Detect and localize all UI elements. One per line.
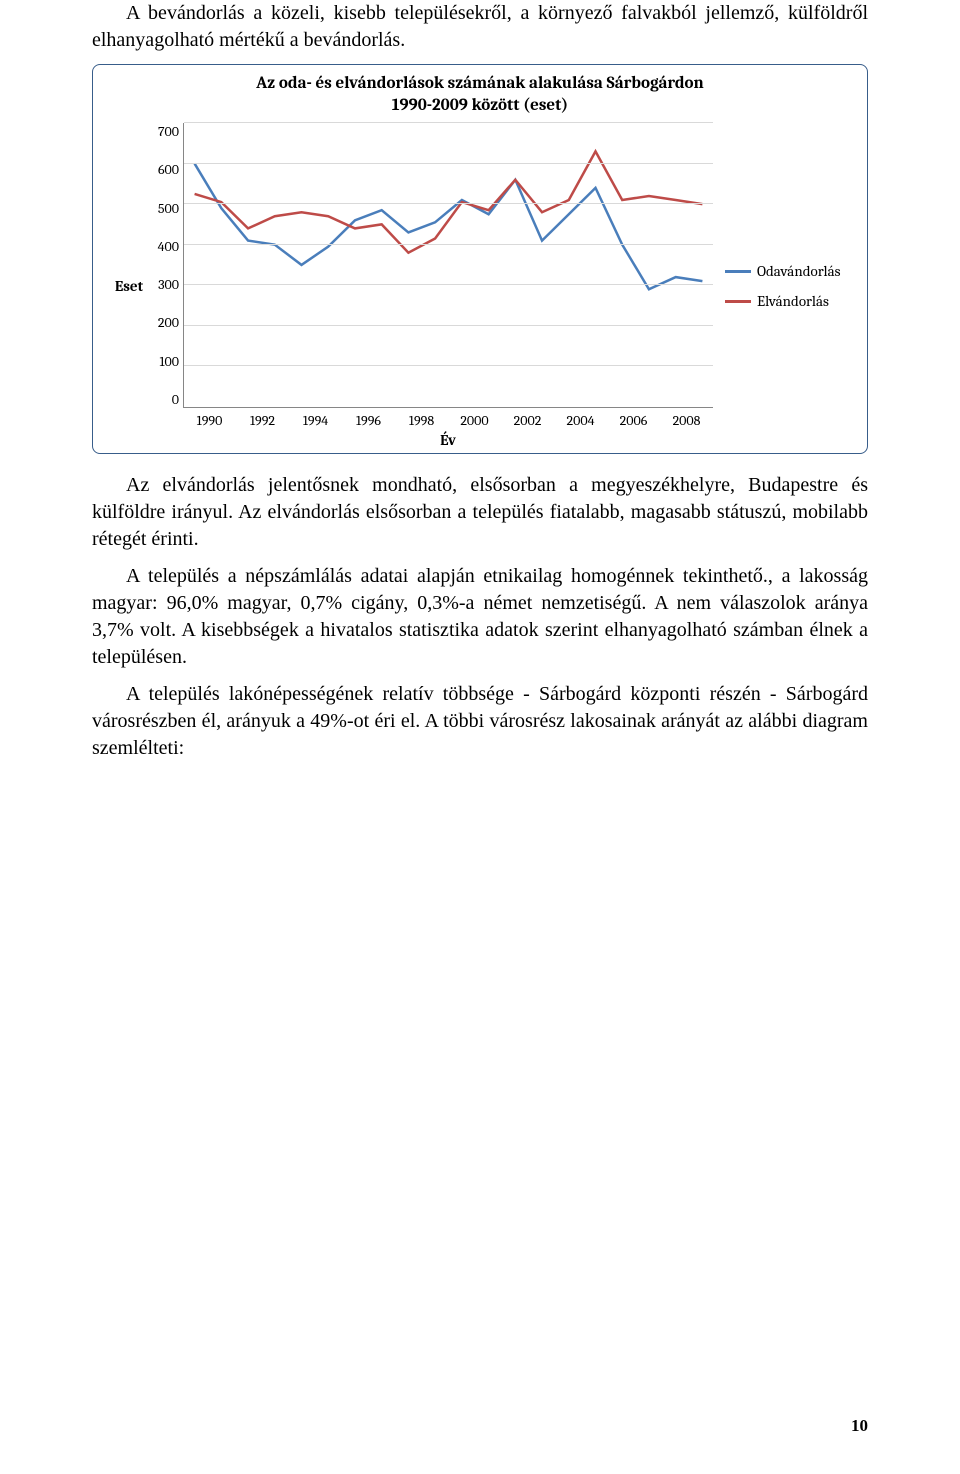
x-tick-label: 2006 — [607, 412, 660, 429]
gridline — [184, 244, 713, 245]
x-tick-label: 2002 — [501, 412, 554, 429]
y-ticks: 700 600 500 400 300 200 100 0 — [153, 123, 183, 408]
gridline — [184, 365, 713, 366]
gridline — [184, 325, 713, 326]
migration-chart: Az oda- és elvándorlások számának alakul… — [92, 64, 868, 454]
line-odavandorlas — [195, 164, 703, 290]
gridline — [184, 203, 713, 204]
body-paragraph-3: A település a népszámlálás adatai alapjá… — [92, 563, 868, 671]
y-tick-label: 500 — [158, 200, 179, 217]
legend-swatch-elvandorlas — [725, 300, 751, 303]
chart-body: Eset 700 600 500 400 300 200 100 0 199019921994… — [107, 123, 853, 449]
legend-item-elvandorlas: Elvándorlás — [725, 292, 853, 310]
x-tick-label: 2004 — [554, 412, 607, 429]
x-tick-label: 1996 — [342, 412, 395, 429]
plot-area — [183, 123, 713, 408]
body-paragraph-4: A település lakónépességének relatív töb… — [92, 681, 868, 762]
chart-lines-svg — [184, 123, 713, 407]
gridline — [184, 163, 713, 164]
y-tick-label: 400 — [158, 238, 179, 255]
chart-legend: Odavándorlás Elvándorlás — [713, 123, 853, 449]
x-tick-label: 1998 — [395, 412, 448, 429]
legend-item-odavandorlas: Odavándorlás — [725, 262, 853, 280]
x-tick-label: 1992 — [236, 412, 289, 429]
x-tick-label: 1994 — [289, 412, 342, 429]
line-elvandorlas — [195, 152, 703, 253]
y-tick-label: 300 — [158, 276, 179, 293]
y-tick-label: 100 — [159, 353, 179, 370]
x-ticks: 1990199219941996199820002002200420062008 — [183, 408, 713, 429]
x-axis-label: Év — [183, 431, 713, 449]
body-paragraph-2: Az elvándorlás jelentősnek mondható, els… — [92, 472, 868, 553]
y-tick-label: 200 — [158, 314, 179, 331]
chart-title-line1: Az oda- és elvándorlások számának alakul… — [256, 74, 704, 93]
chart-title: Az oda- és elvándorlások számának alakul… — [107, 73, 853, 117]
x-tick-label: 1990 — [183, 412, 236, 429]
legend-swatch-odavandorlas — [725, 270, 751, 273]
plot-wrap: 700 600 500 400 300 200 100 0 19901992199419961… — [153, 123, 713, 449]
body-paragraph-1: A bevándorlás a közeli, kisebb település… — [92, 0, 868, 54]
legend-label-elvandorlas: Elvándorlás — [757, 292, 829, 310]
x-tick-label: 2000 — [448, 412, 501, 429]
gridline — [184, 122, 713, 123]
y-tick-label: 0 — [172, 391, 179, 408]
plot-row: 700 600 500 400 300 200 100 0 — [153, 123, 713, 408]
page-number: 10 — [851, 1416, 868, 1436]
y-tick-label: 600 — [158, 161, 179, 178]
y-axis-label: Eset — [107, 123, 153, 449]
y-tick-label: 700 — [158, 123, 179, 140]
chart-title-line2: 1990-2009 között (eset) — [392, 96, 569, 115]
x-tick-label: 2008 — [660, 412, 713, 429]
gridline — [184, 284, 713, 285]
legend-label-odavandorlas: Odavándorlás — [757, 262, 841, 280]
